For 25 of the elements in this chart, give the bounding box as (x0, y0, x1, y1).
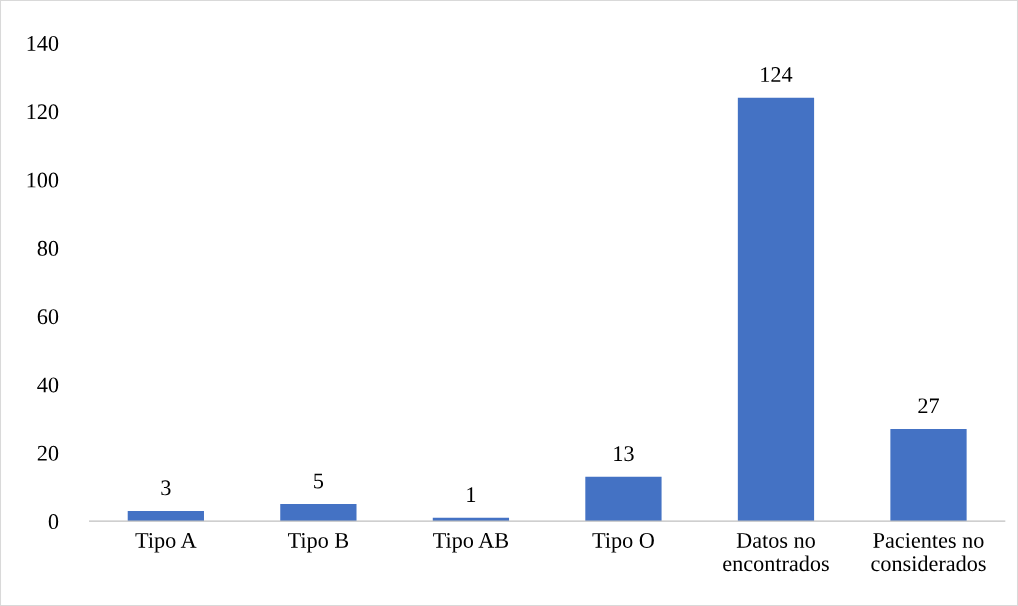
x-tick-label: Tipo AB (433, 532, 509, 553)
data-label: 124 (761, 67, 793, 82)
data-label: 27 (918, 398, 939, 414)
y-tick-label: 20 (37, 445, 59, 461)
y-tick-label: 60 (37, 309, 59, 325)
bar (737, 97, 815, 522)
bar (890, 428, 967, 522)
y-tick-label: 40 (37, 377, 59, 393)
data-label: 1 (467, 487, 476, 502)
y-tick-label: 120 (27, 104, 59, 120)
bar (585, 476, 662, 522)
data-label: 13 (614, 446, 634, 462)
y-tick-label: 140 (27, 35, 59, 51)
x-tick-label: Datos no encontrados (723, 533, 829, 572)
data-label: 5 (314, 473, 324, 489)
y-tick-label: 0 (48, 514, 59, 530)
y-tick-label: 100 (27, 172, 59, 188)
data-label: 3 (161, 480, 171, 496)
x-tick-label: Tipo O (592, 532, 654, 553)
x-tick-label: Pacientes no considerados (871, 532, 986, 572)
y-tick-label: 80 (37, 240, 59, 256)
bar (127, 510, 204, 522)
bar (280, 504, 357, 522)
x-tick-label: Tipo B (288, 532, 349, 553)
x-tick-label: Tipo A (135, 532, 197, 553)
